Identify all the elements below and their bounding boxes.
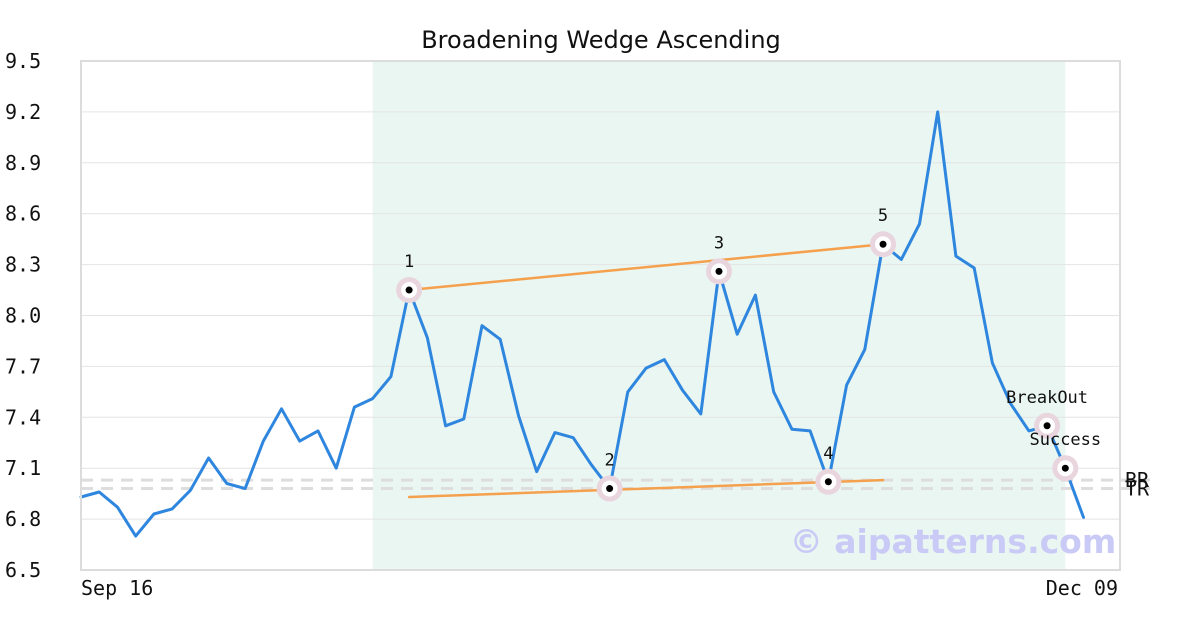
plot-frame — [80, 60, 1121, 571]
upper-trendline — [407, 242, 885, 292]
y-tick-label: 7.1 — [5, 456, 41, 480]
point-dot-1 — [405, 286, 413, 294]
point-label-1: 1 — [404, 252, 414, 272]
pattern-points: 1 2 3 4 5 BreakOut Success — [396, 206, 1101, 502]
point-dot-breakout — [1043, 422, 1051, 430]
point-label-success: Success — [1029, 430, 1101, 450]
reference-label-tr: TR — [1125, 477, 1150, 501]
axes — [80, 60, 1121, 571]
point-label-4: 4 — [823, 444, 833, 464]
watermark: © aipatterns.com — [790, 522, 1116, 561]
point-dot-5 — [879, 240, 887, 248]
point-dot-4 — [824, 478, 832, 486]
y-tick-label: 8.9 — [5, 151, 41, 175]
point-dot-3 — [715, 267, 723, 275]
point-label-3: 3 — [714, 233, 724, 253]
x-tick-label-start: Sep 16 — [81, 576, 153, 600]
price-line — [79, 110, 1085, 538]
y-tick-label: 7.7 — [5, 354, 41, 378]
point-label-breakout: BreakOut — [1006, 388, 1088, 408]
y-tick-label: 8.0 — [5, 304, 41, 328]
y-tick-label: 6.8 — [5, 507, 41, 531]
chart-title: Broadening Wedge Ascending — [421, 26, 781, 54]
y-tick-label: 8.3 — [5, 253, 41, 277]
y-tick-label: 9.2 — [5, 100, 41, 124]
trendlines — [407, 242, 885, 499]
point-label-2: 2 — [604, 451, 614, 471]
y-tick-label: 8.6 — [5, 202, 41, 226]
y-tick-label: 7.4 — [5, 405, 41, 429]
point-label-5: 5 — [878, 206, 888, 226]
y-tick-label: 9.5 — [5, 49, 41, 73]
point-dot-2 — [606, 485, 614, 493]
y-tick-label: 6.5 — [5, 558, 41, 582]
x-tick-label-end: Dec 09 — [1046, 576, 1118, 600]
y-tick-labels: 9.5 9.2 8.9 8.6 8.3 8.0 7.7 7.4 7.1 6.8 6.5 — [5, 49, 41, 582]
x-tick-labels: Sep 16 Dec 09 — [81, 576, 1118, 600]
price-series — [79, 110, 1085, 538]
point-dot-success — [1061, 464, 1069, 472]
lower-trendline — [407, 478, 885, 499]
